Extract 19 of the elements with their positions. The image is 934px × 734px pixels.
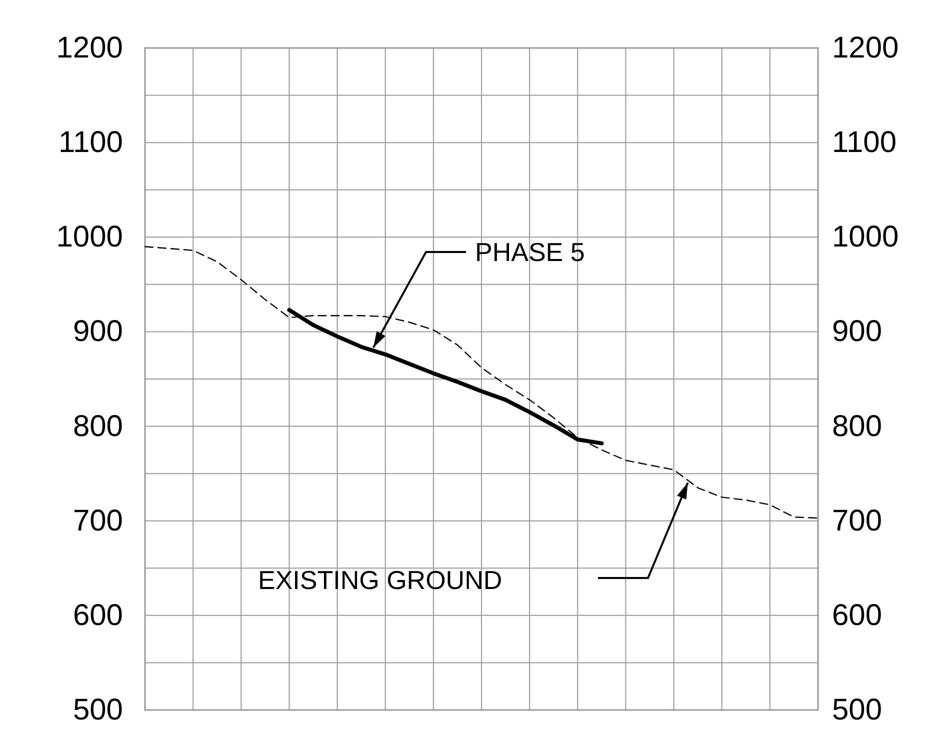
y-tick-label: 1100 — [58, 126, 123, 160]
y-tick-label: 700 — [72, 504, 123, 538]
y2-tick-label: 1100 — [832, 126, 897, 160]
y2-tick-label: 800 — [832, 410, 882, 443]
annotation: EXISTING GROUND — [258, 565, 502, 595]
line-series — [287, 308, 604, 446]
y-tick-label: 600 — [72, 598, 123, 632]
y-tick-label: 1200 — [56, 32, 123, 64]
y2-tick-label: 900 — [832, 315, 882, 348]
y2-tick-label: 500 — [832, 694, 882, 726]
y2-tick-label: 600 — [832, 598, 882, 632]
y-tick-label: 800 — [72, 410, 123, 443]
y-tick-label: 1000 — [56, 220, 123, 254]
annotation: PHASE 5 — [475, 237, 585, 267]
y2-tick-label: 1000 — [832, 220, 899, 254]
y2-tick-label: 1200 — [832, 32, 899, 64]
y-tick-label: 900 — [72, 315, 123, 348]
y2-tick-label: 700 — [832, 504, 882, 538]
y-tick-label: 500 — [72, 694, 123, 726]
